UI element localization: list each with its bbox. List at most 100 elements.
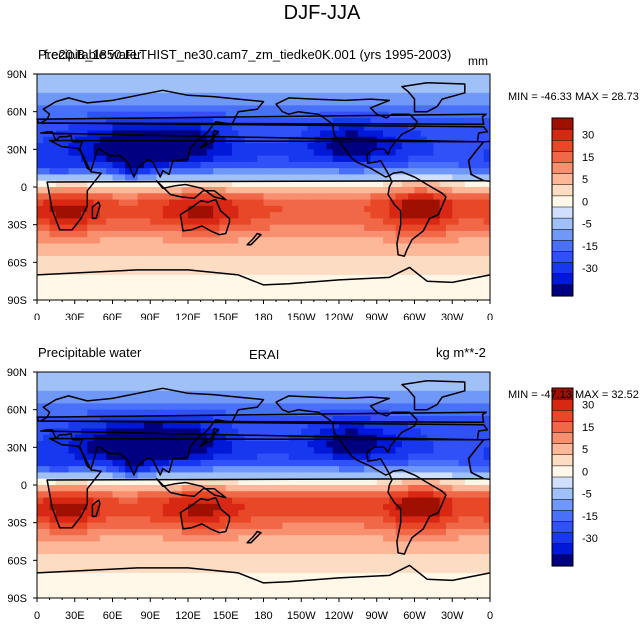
- heatmap-cell: [43, 249, 50, 257]
- heatmap-cell: [99, 491, 107, 498]
- heatmap-cell: [43, 535, 50, 542]
- heatmap-cell: [263, 193, 271, 200]
- heatmap-cell: [37, 535, 44, 542]
- heatmap-cell: [125, 224, 132, 232]
- heatmap-cell: [175, 111, 183, 119]
- heatmap-cell: [345, 403, 352, 411]
- heatmap-cell: [55, 422, 63, 429]
- heatmap-cell: [263, 541, 271, 549]
- heatmap-cell: [458, 281, 466, 288]
- heatmap-cell: [345, 80, 352, 87]
- heatmap-cell: [150, 161, 157, 169]
- heatmap-cell: [471, 136, 478, 144]
- heatmap-cell: [288, 256, 296, 263]
- heatmap-cell: [389, 161, 397, 169]
- heatmap-cell: [81, 497, 88, 505]
- heatmap-cell: [118, 268, 126, 276]
- heatmap-cell: [282, 403, 290, 411]
- heatmap-cell: [433, 560, 441, 568]
- heatmap-cell: [383, 390, 390, 398]
- heatmap-cell: [81, 105, 88, 113]
- heatmap-cell: [68, 212, 76, 219]
- heatmap-cell: [62, 566, 69, 574]
- heatmap-cell: [143, 256, 151, 263]
- heatmap-cell: [376, 86, 384, 94]
- heatmap-cell: [106, 205, 113, 213]
- y-tick-label: 30S: [7, 220, 27, 232]
- heatmap-cell: [181, 434, 189, 442]
- heatmap-cell: [156, 560, 164, 568]
- heatmap-cell: [188, 547, 195, 555]
- heatmap-cell: [326, 136, 334, 144]
- heatmap-cell: [427, 256, 434, 263]
- heatmap-cell: [150, 516, 157, 524]
- heatmap-cell: [326, 174, 334, 182]
- heatmap-cell: [320, 390, 327, 398]
- heatmap-cell: [99, 149, 107, 157]
- heatmap-cell: [477, 378, 485, 385]
- heatmap-cell: [452, 453, 459, 461]
- heatmap-cell: [364, 117, 371, 125]
- heatmap-cell: [345, 224, 352, 232]
- heatmap-cell: [181, 547, 189, 555]
- heatmap-cell: [313, 372, 321, 379]
- heatmap-cell: [370, 117, 378, 125]
- heatmap-cell: [238, 497, 246, 505]
- heatmap-cell: [395, 199, 403, 207]
- heatmap-cell: [326, 155, 334, 163]
- heatmap-cell: [483, 74, 491, 81]
- heatmap-cell: [62, 262, 69, 270]
- heatmap-cell: [263, 554, 271, 561]
- heatmap-cell: [414, 287, 422, 295]
- heatmap-cell: [282, 124, 290, 131]
- heatmap-cell: [294, 92, 302, 100]
- heatmap-cell: [263, 447, 271, 455]
- heatmap-cell: [131, 230, 139, 238]
- heatmap-cell: [81, 466, 88, 473]
- heatmap-cell: [401, 497, 409, 505]
- heatmap-cell: [137, 237, 145, 244]
- heatmap-cell: [464, 516, 472, 524]
- heatmap-cell: [427, 384, 434, 392]
- heatmap-cell: [137, 516, 145, 524]
- heatmap-cell: [62, 281, 69, 288]
- heatmap-cell: [62, 516, 69, 524]
- heatmap-cell: [288, 453, 296, 461]
- heatmap-cell: [244, 409, 252, 417]
- heatmap-cell: [232, 547, 239, 555]
- heatmap-cell: [345, 174, 352, 182]
- heatmap-cell: [483, 378, 491, 385]
- heatmap-cell: [477, 428, 485, 436]
- heatmap-cell: [294, 99, 302, 106]
- heatmap-cell: [62, 403, 69, 411]
- heatmap-cell: [301, 92, 308, 100]
- north-america-outline: [275, 97, 418, 178]
- heatmap-cell: [93, 409, 101, 417]
- heatmap-cell: [87, 403, 95, 411]
- heatmap-cell: [219, 249, 227, 257]
- heatmap-cell: [106, 74, 113, 81]
- heatmap-cell: [408, 554, 415, 561]
- heatmap-cell: [219, 293, 227, 301]
- heatmap-cell: [452, 485, 459, 492]
- heatmap-cell: [194, 516, 201, 524]
- heatmap-cell: [225, 447, 233, 455]
- heatmap-cell: [232, 274, 239, 282]
- heatmap-cell: [433, 491, 441, 498]
- heatmap-cell: [458, 105, 466, 113]
- heatmap-cell: [87, 287, 95, 295]
- heatmap-cell: [213, 516, 220, 524]
- heatmap-cell: [206, 466, 214, 473]
- heatmap-cell: [200, 293, 208, 301]
- heatmap-cell: [206, 256, 214, 263]
- heatmap-cell: [250, 187, 258, 194]
- heatmap-cell: [181, 80, 189, 87]
- heatmap-cell: [74, 205, 82, 213]
- heatmap-cell: [452, 136, 459, 144]
- heatmap-cell: [87, 422, 95, 429]
- heatmap-cell: [351, 453, 359, 461]
- heatmap-cell: [370, 92, 378, 100]
- heatmap-cell: [370, 168, 378, 175]
- heatmap-cell: [276, 472, 283, 480]
- heatmap-cell: [383, 522, 390, 530]
